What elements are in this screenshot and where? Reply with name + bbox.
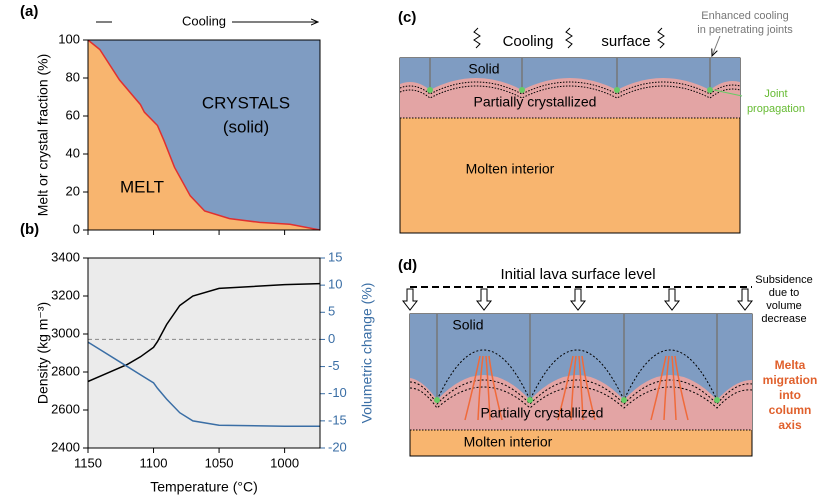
label: Molten interior <box>466 161 555 177</box>
y-tick-label: 2800 <box>51 363 80 378</box>
y-axis-label: Melt or crystal fraction (%) <box>35 54 51 217</box>
y-tick-label: 2400 <box>51 439 80 454</box>
pointer <box>712 36 720 56</box>
label: decrease <box>761 313 806 325</box>
label: Molten interior <box>464 434 553 450</box>
panel-label: (d) <box>398 257 417 274</box>
plot-background <box>88 258 320 448</box>
diagram-c: (c) Cooling surface Enhanced cooling in … <box>398 9 805 233</box>
panel-label: (b) <box>20 221 39 238</box>
y-tick-label: 80 <box>66 69 80 84</box>
panel-label: (c) <box>398 9 416 26</box>
label: in penetrating joints <box>697 24 793 36</box>
y2-tick-label: 15 <box>328 249 342 264</box>
y-tick-label: 3000 <box>51 325 80 340</box>
x-tick-label: 1050 <box>205 455 234 470</box>
label: Cooling <box>503 33 554 50</box>
label: axis <box>778 418 802 432</box>
annotation: CRYSTALS <box>202 93 290 112</box>
x-tick-label: 1150 <box>74 455 102 470</box>
y-axis-label: Density (kg m⁻³) <box>35 302 51 404</box>
y2-tick-label: -15 <box>328 412 347 427</box>
label: Partially crystallized <box>474 94 597 110</box>
subsidence-arrows <box>403 289 752 310</box>
label: Solid <box>468 61 499 77</box>
y-tick-label: 3200 <box>51 287 80 302</box>
label: volume <box>766 300 801 312</box>
figure: (c) Cooling surface Enhanced cooling in … <box>0 0 818 504</box>
y2-tick-label: -5 <box>328 358 340 373</box>
label: Initial lava surface level <box>500 266 655 283</box>
x-tick-label: 1100 <box>140 455 168 470</box>
label: Melta <box>775 358 806 372</box>
label: into <box>779 388 801 402</box>
y-tick-label: 0 <box>73 221 80 236</box>
y2-axis-label: Volumetric change (%) <box>359 283 375 424</box>
label: Solid <box>452 317 483 333</box>
y-tick-label: 60 <box>66 107 80 122</box>
y-tick-label: 20 <box>66 183 80 198</box>
annotation: (solid) <box>223 117 269 136</box>
label: Partially crystallized <box>481 405 604 421</box>
label: column <box>769 403 812 417</box>
y2-tick-label: -20 <box>328 439 347 454</box>
label: due to <box>769 287 800 299</box>
x-tick-label: 1000 <box>270 455 299 470</box>
y-tick-label: 100 <box>58 31 80 46</box>
label: Enhanced cooling <box>701 10 788 22</box>
y-tick-label: 3400 <box>51 249 80 264</box>
y2-tick-label: -10 <box>328 385 347 400</box>
panel-label: (a) <box>20 3 38 20</box>
label: migration <box>763 373 818 387</box>
y2-tick-label: 0 <box>328 331 335 346</box>
chart-title: Cooling <box>182 13 226 28</box>
y-tick-label: 40 <box>66 145 80 160</box>
y-tick-label: 2600 <box>51 401 80 416</box>
label: surface <box>601 33 650 50</box>
y2-tick-label: 10 <box>328 277 342 292</box>
y2-tick-label: 5 <box>328 304 335 319</box>
label: Subsidence <box>755 274 813 286</box>
annotation: MELT <box>120 177 164 196</box>
diagram-d: (d) Initial lava surface level Subsidenc… <box>398 257 817 456</box>
label: Joint <box>764 88 787 100</box>
x-axis-label: Temperature (°C) <box>150 479 258 495</box>
label: propagation <box>747 103 805 115</box>
